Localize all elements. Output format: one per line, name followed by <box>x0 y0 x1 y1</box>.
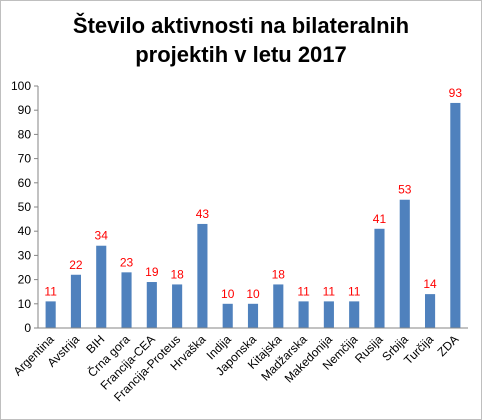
data-labels: 11 22 34 23 19 18 43 10 10 18 11 11 11 41 53 14 93 <box>44 86 462 301</box>
chart-title: Število aktivnosti na bilateralnih proje… <box>1 11 481 69</box>
bars <box>45 102 461 328</box>
y-tick-label: 40 <box>18 224 32 238</box>
y-tick-label: 60 <box>18 176 32 190</box>
data-label: 10 <box>221 287 235 301</box>
data-label: 53 <box>398 183 412 197</box>
bar <box>298 301 309 328</box>
bar <box>197 223 208 328</box>
data-label: 18 <box>272 267 286 281</box>
y-tick-label: 30 <box>18 248 32 262</box>
x-tick-label: Rusija <box>352 332 386 366</box>
y-tick-label: 70 <box>18 152 32 166</box>
bar <box>247 303 259 328</box>
data-label: 23 <box>120 255 134 269</box>
y-tick-label: 100 <box>11 79 31 93</box>
x-tick-label: Turčija <box>401 332 436 367</box>
bar <box>273 284 284 328</box>
data-label: 22 <box>69 258 83 272</box>
data-label: 43 <box>196 207 210 221</box>
x-tick-label: ZDA <box>435 332 462 359</box>
data-label: 41 <box>373 212 387 226</box>
bar <box>450 102 461 328</box>
bar <box>121 272 132 328</box>
y-tick-label: 80 <box>18 127 32 141</box>
data-label: 93 <box>449 86 463 100</box>
data-label: 19 <box>145 265 159 279</box>
bar <box>146 282 157 328</box>
y-tick-label: 0 <box>24 321 31 335</box>
chart-title-line-1: Število aktivnosti na bilateralnih <box>72 13 410 38</box>
y-axis: 0 10 20 30 40 50 60 70 80 90 100 <box>11 79 39 335</box>
bar <box>323 301 334 328</box>
y-tick-label: 50 <box>18 200 32 214</box>
data-label: 11 <box>44 284 57 298</box>
y-tick-label: 90 <box>18 103 32 117</box>
bar <box>425 294 436 328</box>
data-label: 11 <box>323 284 336 298</box>
data-label: 11 <box>297 284 310 298</box>
bar <box>399 199 410 328</box>
chart-title-line-2: projektih v letu 2017 <box>135 42 347 67</box>
data-label: 14 <box>423 277 437 291</box>
bar <box>96 245 107 328</box>
data-label: 11 <box>348 284 361 298</box>
y-tick-label: 10 <box>18 297 32 311</box>
data-label: 18 <box>170 267 184 281</box>
bar <box>349 301 360 328</box>
bar <box>374 228 385 328</box>
bar <box>222 303 233 328</box>
bar <box>45 301 56 328</box>
bar <box>70 274 81 328</box>
data-label: 34 <box>95 229 109 243</box>
y-tick-label: 20 <box>18 273 32 287</box>
data-label: 10 <box>246 287 260 301</box>
bar <box>172 284 183 328</box>
